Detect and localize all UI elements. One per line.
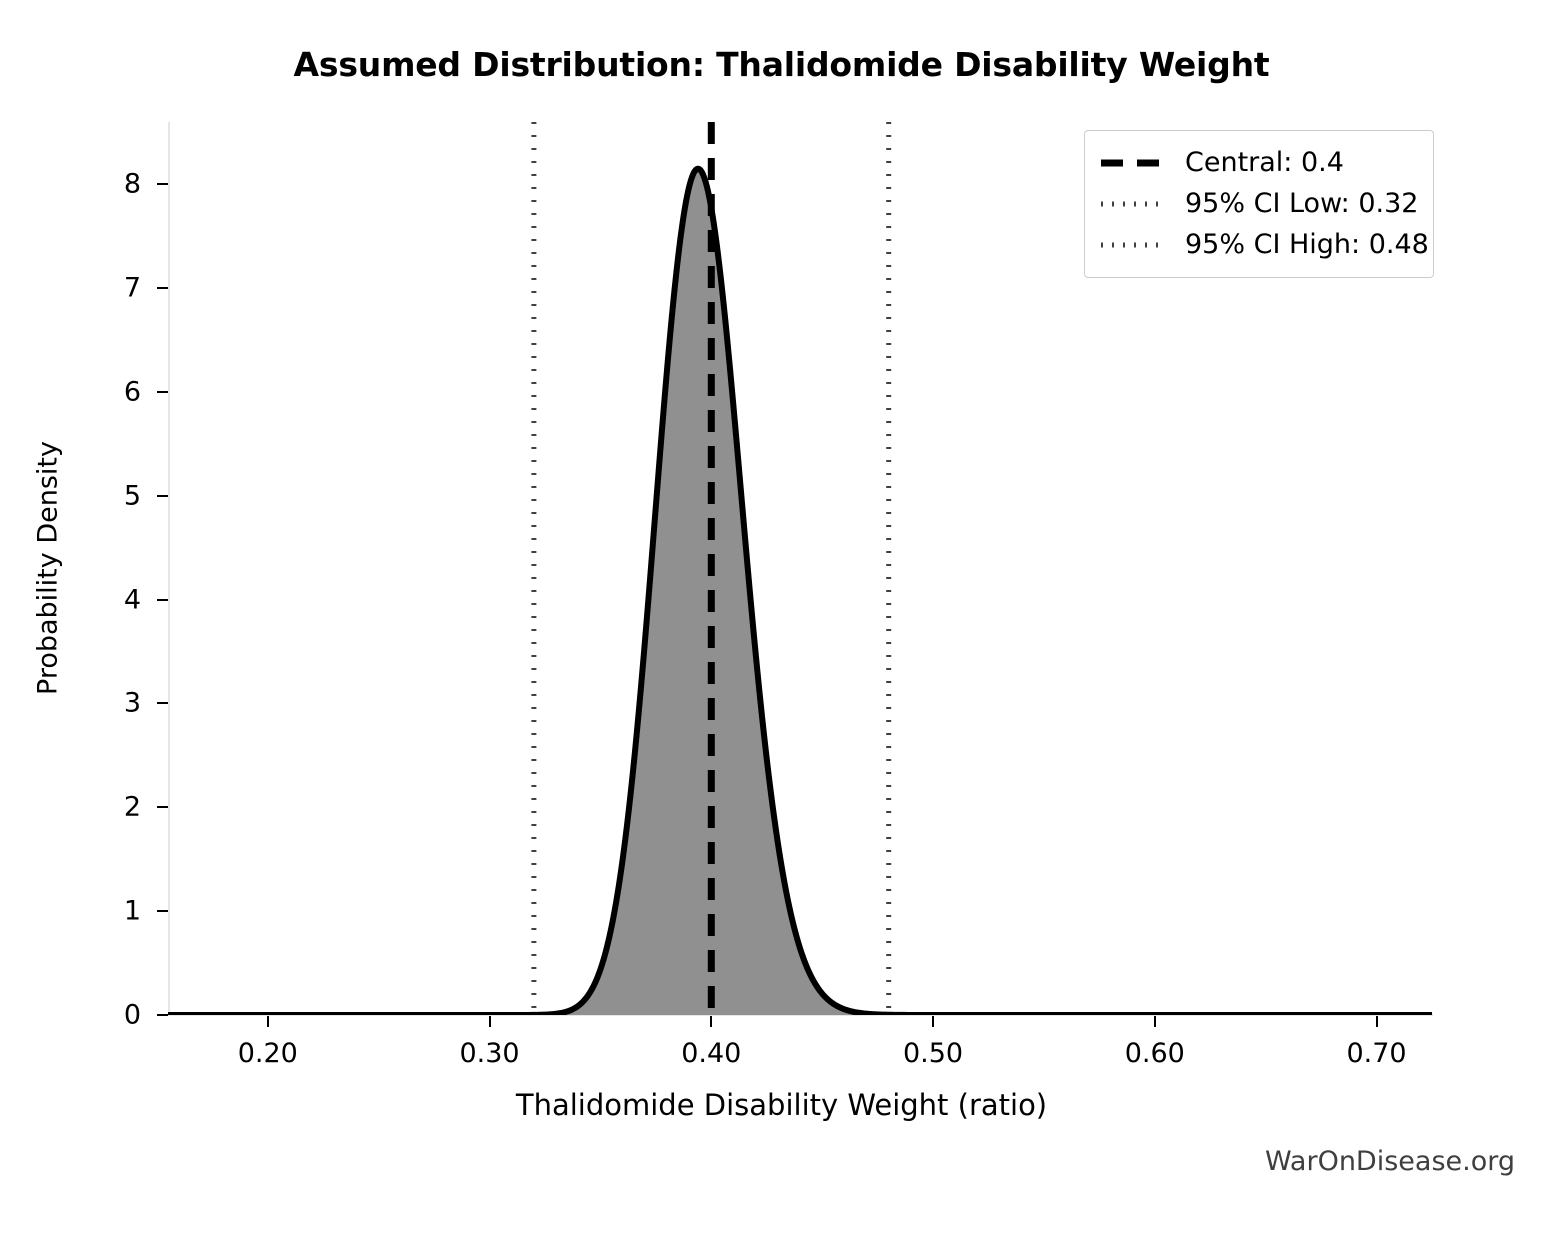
- legend-item-ci-low: 95% CI Low: 0.32: [1099, 183, 1419, 224]
- y-tick-mark: [157, 183, 168, 186]
- legend-label-central: Central: 0.4: [1185, 147, 1344, 178]
- y-tick-label: 1: [123, 895, 141, 927]
- x-tick-mark: [1375, 1016, 1378, 1027]
- dashed-line-icon: [1099, 154, 1167, 172]
- y-tick-label: 3: [123, 687, 141, 719]
- y-tick-mark: [157, 494, 168, 497]
- x-tick-mark: [710, 1016, 713, 1027]
- x-tick-label: 0.40: [681, 1038, 742, 1069]
- x-tick-mark: [488, 1016, 491, 1027]
- y-tick-label: 0: [123, 999, 141, 1031]
- x-tick-mark: [266, 1016, 269, 1027]
- x-tick-label: 0.60: [1124, 1038, 1185, 1069]
- plot-area: [168, 122, 1432, 1015]
- site-watermark: WarOnDisease.org: [1264, 1146, 1515, 1177]
- x-tick-label: 0.70: [1346, 1038, 1407, 1069]
- x-axis-spine: [168, 1014, 1433, 1016]
- x-tick-label: 0.30: [459, 1038, 520, 1069]
- x-tick-label: 0.20: [237, 1038, 298, 1069]
- y-tick-label: 4: [123, 584, 141, 616]
- x-tick-label: 0.50: [902, 1038, 964, 1069]
- legend-item-ci-high: 95% CI High: 0.48: [1099, 224, 1429, 265]
- y-tick-mark: [157, 287, 168, 290]
- dotted-line-icon: [1099, 236, 1167, 254]
- y-tick-mark: [157, 910, 168, 913]
- y-axis-label: Probability Density: [32, 441, 64, 695]
- y-tick-mark: [157, 598, 168, 601]
- x-tick-mark: [932, 1016, 935, 1027]
- y-tick-label: 7: [123, 272, 141, 304]
- y-tick-label: 8: [123, 168, 141, 200]
- legend-item-central: Central: 0.4: [1099, 142, 1419, 183]
- y-tick-mark: [157, 702, 168, 705]
- y-tick-label: 6: [123, 376, 141, 408]
- y-axis-spine: [168, 122, 170, 1016]
- legend-label-ci-high: 95% CI High: 0.48: [1185, 229, 1429, 260]
- dotted-line-icon: [1099, 195, 1167, 213]
- x-axis-label: Thalidomide Disability Weight (ratio): [515, 1088, 1048, 1122]
- distribution-plot: [168, 122, 1432, 1015]
- density-curve: [168, 165, 1432, 1015]
- y-tick-label: 2: [123, 791, 141, 823]
- fill-within-ci: [533, 168, 889, 1015]
- y-tick-label: 5: [123, 480, 141, 512]
- x-tick-mark: [1153, 1016, 1156, 1027]
- y-tick-mark: [157, 806, 168, 809]
- legend: Central: 0.4 95% CI Low: 0.32 95% CI Hig…: [1084, 130, 1434, 278]
- fill-below-ci-low: [168, 1014, 534, 1015]
- y-tick-mark: [157, 1014, 168, 1016]
- fill-above-ci-high: [888, 1014, 1432, 1015]
- y-tick-mark: [157, 390, 168, 393]
- page-title: Assumed Distribution: Thalidomide Disabi…: [293, 45, 1270, 84]
- legend-label-ci-low: 95% CI Low: 0.32: [1185, 188, 1419, 219]
